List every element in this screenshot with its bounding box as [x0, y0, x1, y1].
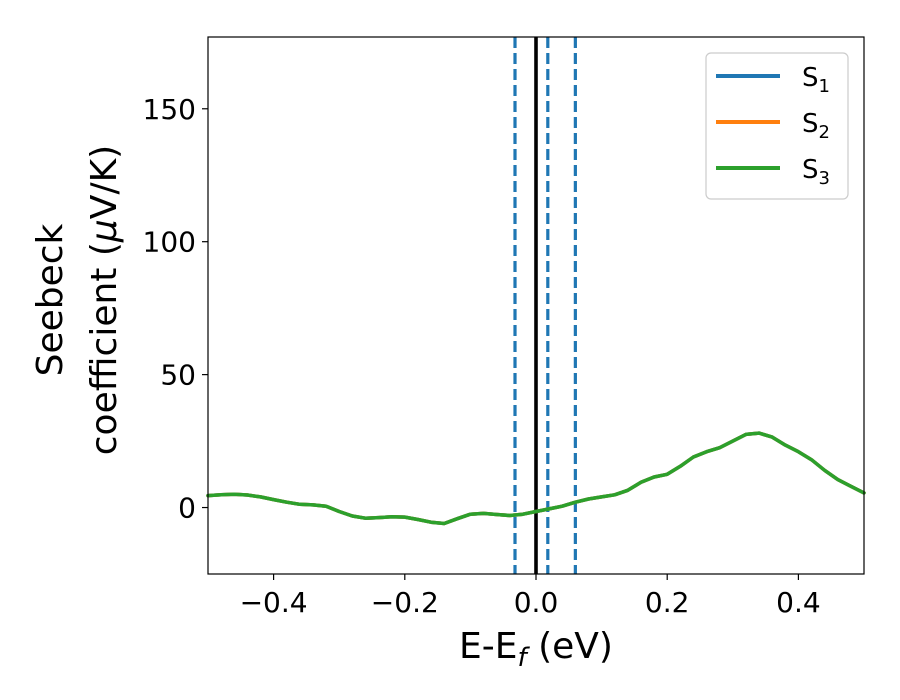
x-tick-label: −0.2 [371, 586, 439, 619]
y-axis-title-unit: V/K) [84, 145, 125, 219]
legend-box [705, 52, 849, 200]
legend: S1 S2 S3 [705, 52, 849, 200]
vertical-lines [513, 37, 577, 574]
x-axis-ticks: −0.4 −0.2 0.0 0.2 0.4 [240, 574, 821, 619]
x-tick-label: 0.0 [514, 586, 559, 619]
x-axis-title: E-Ef (eV) [459, 626, 613, 673]
x-tick-label: 0.2 [645, 586, 690, 619]
series-line-3 [206, 431, 866, 526]
y-axis-title: Seebeck coefficient (μV/K) [30, 145, 125, 455]
y-tick-label: 150 [143, 93, 196, 126]
y-axis-ticks: 0 50 100 150 [143, 93, 208, 525]
legend-label-3: S3 [802, 155, 830, 189]
x-axis-title-unit: (eV) [527, 626, 613, 667]
y-axis-title-line1: Seebeck [30, 223, 71, 376]
y-tick-label: 0 [178, 492, 196, 525]
x-tick-label: 0.4 [776, 586, 821, 619]
x-tick-label: −0.4 [240, 586, 308, 619]
legend-label-1: S1 [802, 63, 830, 97]
y-axis-title-line2-main: coefficient ( [84, 242, 125, 455]
legend-label-2: S2 [802, 109, 830, 143]
series-lines [206, 431, 866, 526]
y-tick-label: 50 [160, 359, 196, 392]
y-tick-label: 100 [143, 226, 196, 259]
x-axis-title-main: E-E [459, 626, 517, 667]
y-axis-title-line2: coefficient (μV/K) [84, 145, 125, 455]
y-axis-title-mu: μ [84, 219, 125, 243]
